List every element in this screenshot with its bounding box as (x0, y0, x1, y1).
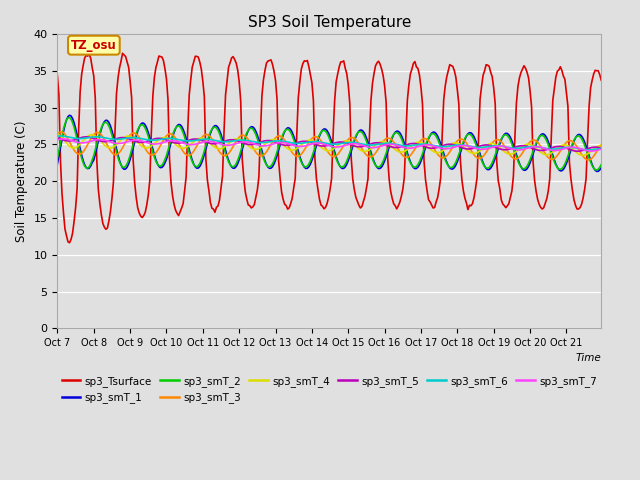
sp3_smT_1 (122, 166, 129, 172)
Line: sp3_smT_6: sp3_smT_6 (58, 136, 601, 150)
sp3_smT_5 (217, 140, 225, 145)
sp3_smT_1 (66, 112, 74, 118)
sp3_smT_2 (217, 135, 225, 141)
sp3_smT_4 (120, 134, 128, 140)
sp3_smT_1 (217, 132, 225, 137)
Line: sp3_smT_3: sp3_smT_3 (58, 132, 601, 160)
sp3_smT_4 (597, 143, 605, 148)
sp3_Tsurface (118, 50, 126, 56)
sp3_smT_6 (56, 133, 64, 139)
Y-axis label: Soil Temperature (C): Soil Temperature (C) (15, 120, 28, 242)
sp3_smT_5 (568, 147, 576, 153)
sp3_smT_6 (597, 145, 605, 151)
sp3_Tsurface (597, 77, 605, 83)
sp3_Tsurface (294, 95, 302, 101)
sp3_Tsurface (246, 203, 253, 208)
sp3_smT_4 (567, 145, 575, 151)
sp3_smT_3 (568, 139, 576, 144)
sp3_smT_1 (593, 168, 600, 174)
sp3_smT_4 (216, 146, 223, 152)
sp3_smT_5 (597, 145, 605, 151)
sp3_smT_7 (60, 136, 67, 142)
sp3_smT_3 (293, 154, 301, 159)
sp3_smT_7 (54, 137, 61, 143)
Title: SP3 Soil Temperature: SP3 Soil Temperature (248, 15, 411, 30)
sp3_smT_4 (579, 153, 587, 158)
sp3_smT_2 (593, 167, 600, 173)
sp3_smT_7 (122, 139, 129, 145)
Line: sp3_smT_1: sp3_smT_1 (58, 115, 601, 171)
sp3_smT_1 (597, 165, 605, 170)
sp3_smT_2 (54, 155, 61, 161)
sp3_smT_4 (54, 131, 61, 136)
sp3_smT_1 (54, 161, 61, 167)
sp3_smT_3 (236, 134, 243, 140)
sp3_smT_2 (597, 162, 605, 168)
sp3_smT_6 (293, 141, 301, 146)
sp3_smT_7 (236, 140, 243, 145)
sp3_smT_5 (573, 148, 581, 154)
sp3_Tsurface (219, 173, 227, 179)
sp3_smT_5 (236, 139, 243, 144)
Line: sp3_smT_5: sp3_smT_5 (58, 137, 601, 151)
sp3_smT_3 (597, 142, 605, 147)
sp3_smT_6 (122, 135, 129, 141)
sp3_smT_3 (56, 129, 64, 135)
sp3_smT_5 (293, 140, 301, 146)
Line: sp3_smT_2: sp3_smT_2 (58, 118, 601, 170)
sp3_smT_4 (234, 136, 241, 142)
sp3_smT_6 (244, 138, 252, 144)
sp3_smT_7 (217, 141, 225, 147)
Text: TZ_osu: TZ_osu (71, 39, 116, 52)
sp3_smT_6 (568, 144, 576, 150)
Line: sp3_smT_7: sp3_smT_7 (58, 139, 601, 151)
sp3_smT_2 (66, 115, 74, 120)
sp3_smT_6 (236, 137, 243, 143)
sp3_Tsurface (54, 72, 61, 78)
sp3_smT_1 (236, 157, 243, 163)
sp3_smT_2 (244, 127, 252, 133)
sp3_Tsurface (124, 59, 131, 65)
sp3_smT_5 (54, 135, 61, 141)
sp3_smT_2 (293, 146, 301, 152)
sp3_smT_7 (597, 146, 605, 152)
sp3_smT_5 (122, 135, 129, 141)
sp3_smT_1 (293, 143, 301, 149)
sp3_smT_2 (236, 153, 243, 159)
sp3_Tsurface (570, 197, 578, 203)
sp3_Tsurface (237, 98, 244, 104)
sp3_smT_6 (217, 139, 225, 144)
Line: sp3_Tsurface: sp3_Tsurface (58, 53, 601, 243)
sp3_Tsurface (66, 240, 74, 246)
sp3_smT_3 (584, 157, 591, 163)
sp3_smT_2 (568, 141, 576, 146)
Line: sp3_smT_4: sp3_smT_4 (58, 133, 601, 156)
Text: Time: Time (575, 353, 601, 363)
sp3_smT_4 (291, 146, 299, 152)
sp3_smT_2 (122, 164, 129, 169)
sp3_smT_3 (54, 131, 61, 137)
sp3_smT_7 (587, 148, 595, 154)
Legend: sp3_Tsurface, sp3_smT_1, sp3_smT_2, sp3_smT_3, sp3_smT_4, sp3_smT_5, sp3_smT_6, : sp3_Tsurface, sp3_smT_1, sp3_smT_2, sp3_… (58, 372, 601, 407)
sp3_smT_6 (586, 147, 593, 153)
sp3_smT_7 (244, 139, 252, 145)
sp3_smT_3 (122, 139, 129, 145)
sp3_smT_3 (244, 137, 252, 143)
sp3_smT_3 (217, 151, 225, 156)
sp3_smT_5 (244, 142, 252, 147)
sp3_smT_7 (293, 143, 301, 149)
sp3_smT_1 (568, 143, 576, 148)
sp3_smT_6 (54, 133, 61, 139)
sp3_smT_7 (568, 144, 576, 150)
sp3_smT_5 (83, 134, 90, 140)
sp3_smT_1 (244, 128, 252, 133)
sp3_smT_4 (243, 142, 251, 147)
